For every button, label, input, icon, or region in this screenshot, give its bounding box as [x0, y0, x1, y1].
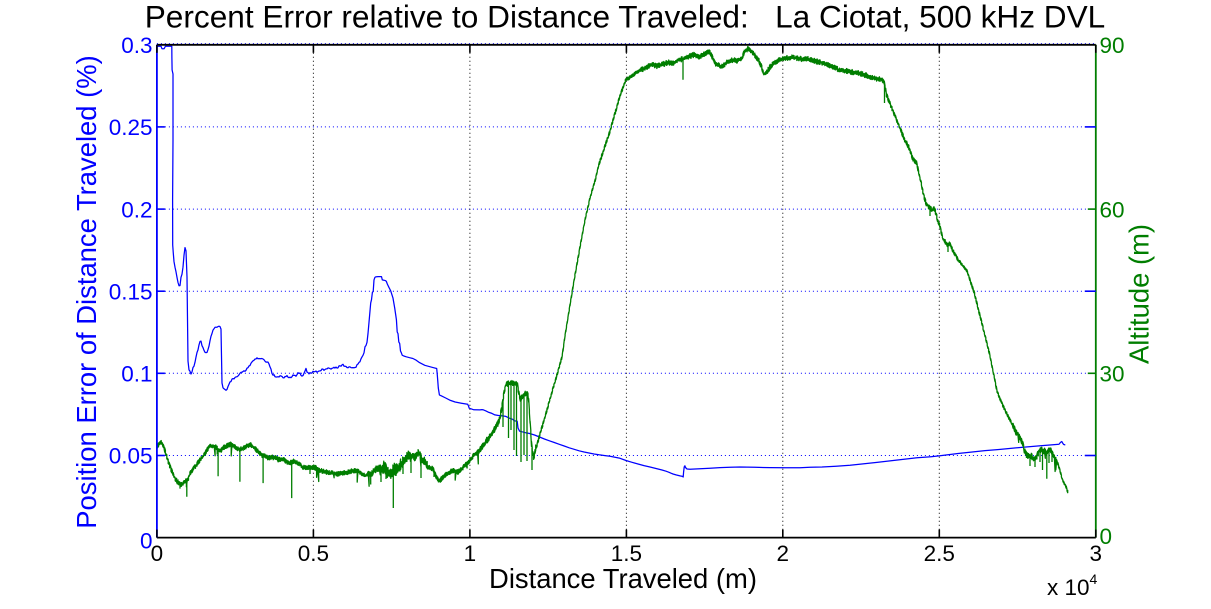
svg-text:1: 1 — [464, 541, 477, 566]
svg-text:0.05: 0.05 — [109, 444, 153, 469]
svg-text:0.5: 0.5 — [298, 541, 329, 566]
svg-text:30: 30 — [1100, 362, 1125, 387]
svg-text:0: 0 — [140, 529, 153, 554]
svg-text:3: 3 — [1090, 541, 1103, 566]
svg-text:90: 90 — [1100, 33, 1125, 58]
svg-text:Altitude (m): Altitude (m) — [1124, 224, 1155, 364]
svg-text:0.1: 0.1 — [121, 362, 152, 387]
svg-text:0.15: 0.15 — [109, 279, 153, 304]
svg-text:0: 0 — [151, 541, 164, 566]
svg-text:x 104: x 104 — [1047, 571, 1098, 600]
svg-text:Position Error of Distance Tra: Position Error of Distance Traveled (%) — [71, 55, 102, 528]
svg-text:2.5: 2.5 — [924, 541, 955, 566]
svg-text:Distance Traveled (m): Distance Traveled (m) — [489, 563, 757, 594]
svg-text:Percent Error relative to Dist: Percent Error relative to Distance Trave… — [145, 0, 1106, 35]
svg-text:2: 2 — [777, 541, 790, 566]
svg-text:0.3: 0.3 — [121, 33, 152, 58]
svg-text:1.5: 1.5 — [611, 541, 642, 566]
svg-text:60: 60 — [1100, 197, 1125, 222]
svg-text:0.2: 0.2 — [121, 197, 152, 222]
svg-text:0.25: 0.25 — [109, 115, 153, 140]
svg-text:0: 0 — [1100, 524, 1113, 549]
